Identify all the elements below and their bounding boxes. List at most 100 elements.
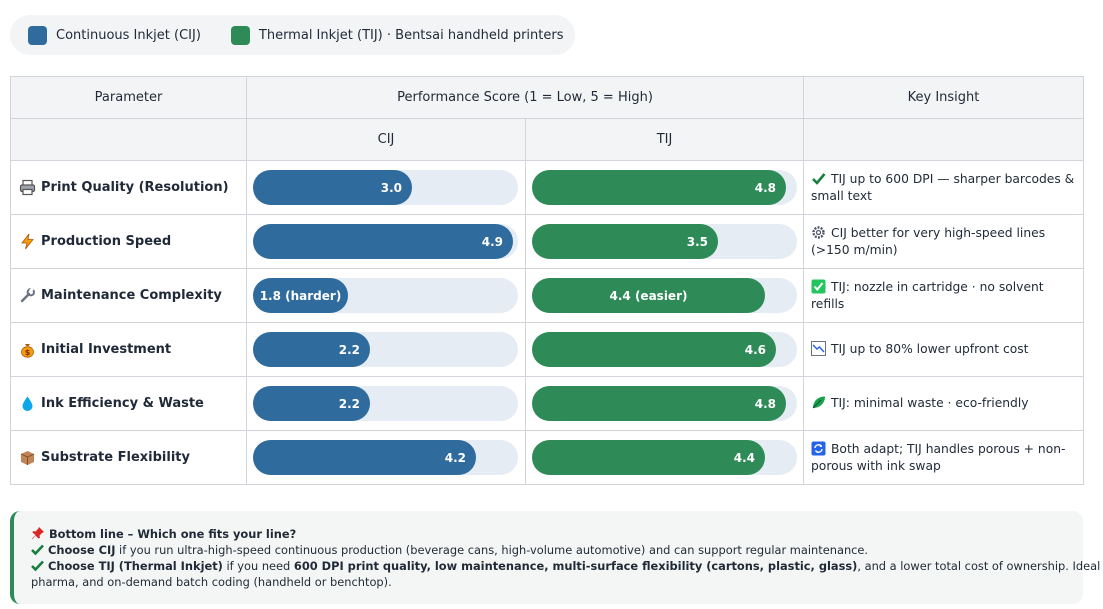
bottom-tij-text3: pharma, and on-demand batch coding (hand… (31, 575, 392, 589)
tij-score-label: 3.5 (686, 234, 708, 249)
cij-score-label: 2.2 (338, 396, 360, 411)
refresh-icon (811, 441, 826, 456)
insight-text: CIJ better for very high-speed lines (>1… (811, 225, 1046, 257)
cij-score-bar: 4.9 (253, 224, 513, 259)
bottom-tij-text1: if you need (222, 559, 294, 573)
table-row: Maintenance Complexity 1.8 (harder) 4.4 (e… (10, 268, 1084, 323)
cij-score-label: 3.0 (380, 180, 402, 195)
check-mark-icon (31, 560, 44, 571)
parameter-cell: Substrate Flexibility (10, 430, 247, 485)
table-row: $ Initial Investment 2.2 4.6 TIJ up to 80% l… (10, 322, 1084, 377)
cij-score-cell: 2.2 (246, 322, 526, 377)
parameter: Ink Efficiency & Waste (19, 395, 246, 412)
cij-score-track: 3.0 (253, 170, 518, 205)
tij-score-label: 4.8 (754, 396, 776, 411)
pushpin-icon (32, 527, 44, 539)
tij-score-track: 4.8 (532, 386, 797, 421)
tij-score-track: 4.4 (easier) (532, 278, 797, 313)
parameter-cell: Print Quality (Resolution) (10, 160, 247, 215)
header-cij: CIJ (246, 118, 526, 161)
parameter-label: Ink Efficiency & Waste (41, 396, 204, 411)
tij-score-label: 4.4 (easier) (609, 288, 688, 303)
tij-score-track: 4.4 (532, 440, 797, 475)
bottom-tij-text2: , and a lower total cost of ownership. I… (857, 559, 1103, 573)
cij-score-bar: 3.0 (253, 170, 412, 205)
cij-score-label: 1.8 (harder) (259, 288, 342, 303)
cij-score-cell: 3.0 (246, 160, 526, 215)
tij-score-bar: 4.8 (532, 170, 786, 205)
tij-score-bar: 4.8 (532, 386, 786, 421)
legend: Continuous Inkjet (CIJ) Thermal Inkjet (… (10, 15, 575, 55)
parameter-label: Print Quality (Resolution) (41, 180, 229, 195)
cij-score-track: 2.2 (253, 386, 518, 421)
parameter: Maintenance Complexity (19, 287, 246, 304)
header-parameter: Parameter (10, 76, 247, 119)
parameter-label: Initial Investment (41, 342, 172, 357)
legend-item-cij: Continuous Inkjet (CIJ) (28, 25, 201, 45)
bottom-cij-line: Choose CIJ if you run ultra-high-speed c… (31, 542, 1083, 558)
cij-score-bar: 4.2 (253, 440, 476, 475)
cij-score-bar: 2.2 (253, 386, 370, 421)
parameter-label: Maintenance Complexity (41, 288, 222, 303)
cij-score-label: 2.2 (338, 342, 360, 357)
insight-cell: TIJ: minimal waste · eco-friendly (803, 376, 1084, 431)
check-mark-icon (811, 171, 826, 186)
parameter-cell: Production Speed (10, 214, 247, 269)
tij-score-cell: 4.8 (525, 376, 804, 431)
tij-score-cell: 4.6 (525, 322, 804, 377)
bottom-tij-line: Choose TIJ (Thermal Inkjet) if you need … (31, 558, 1103, 574)
insight-text: TIJ up to 600 DPI — sharper barcodes & s… (811, 171, 1075, 203)
tij-score-bar: 3.5 (532, 224, 718, 259)
table-row: Print Quality (Resolution) 3.0 4.8 TIJ up t… (10, 160, 1084, 215)
bottom-cij-bold: Choose CIJ (48, 543, 116, 557)
bottom-heading-line: Bottom line – Which one fits your line? (31, 526, 1083, 542)
table-row: Production Speed 4.9 3.5 CIJ better for ver… (10, 214, 1084, 269)
cij-score-bar: 1.8 (harder) (253, 278, 348, 313)
lightning-icon (19, 233, 36, 250)
bottom-tij-bold2: 600 DPI print quality, low maintenance, … (293, 559, 858, 573)
insight-cell: TIJ up to 80% lower upfront cost (803, 322, 1084, 377)
legend-label-cij: Continuous Inkjet (CIJ) (56, 27, 201, 43)
check-mark-icon (31, 544, 44, 555)
money-bag-icon: $ (19, 341, 36, 358)
tij-score-label: 4.6 (744, 342, 766, 357)
legend-label-tij: Thermal Inkjet (TIJ) · Bentsai handheld … (258, 27, 564, 43)
insight-cell: TIJ: nozzle in cartridge · no solvent re… (803, 268, 1084, 323)
cij-score-label: 4.9 (481, 234, 503, 249)
parameter: Print Quality (Resolution) (19, 179, 246, 196)
bottom-heading: Bottom line – Which one fits your line? (49, 527, 297, 541)
parameter-label: Substrate Flexibility (41, 450, 190, 465)
leaf-icon (811, 395, 826, 410)
cij-score-track: 2.2 (253, 332, 518, 367)
cij-score-label: 4.2 (444, 450, 466, 465)
cij-score-cell: 4.9 (246, 214, 526, 269)
insight-cell: Both adapt; TIJ handles porous + non-por… (803, 430, 1084, 485)
legend-item-tij: Thermal Inkjet (TIJ) · Bentsai handheld … (230, 25, 564, 45)
parameter: Substrate Flexibility (19, 449, 246, 466)
bottom-tij-bold: Choose TIJ (Thermal Inkjet) (48, 559, 223, 573)
header-empty-insight (803, 118, 1084, 161)
tij-score-bar: 4.6 (532, 332, 776, 367)
tij-score-label: 4.8 (754, 180, 776, 195)
parameter: $ Initial Investment (19, 341, 246, 358)
parameter-cell: Maintenance Complexity (10, 268, 247, 323)
insight-cell: TIJ up to 600 DPI — sharper barcodes & s… (803, 160, 1084, 215)
tij-score-bar: 4.4 (532, 440, 765, 475)
insight-text: Both adapt; TIJ handles porous + non-por… (811, 441, 1066, 473)
header-insight: Key Insight (803, 76, 1084, 119)
wrench-icon (19, 287, 36, 304)
insight-cell: CIJ better for very high-speed lines (>1… (803, 214, 1084, 269)
legend-swatch-cij (28, 25, 47, 45)
tij-score-track: 4.6 (532, 332, 797, 367)
parameter: Production Speed (19, 233, 246, 250)
legend-swatch-tij (230, 25, 250, 45)
droplet-icon (19, 395, 36, 412)
cij-score-cell: 2.2 (246, 376, 526, 431)
gear-icon (811, 225, 826, 240)
check-box-icon (811, 279, 826, 294)
cij-score-cell: 4.2 (246, 430, 526, 485)
svg-text:$: $ (25, 348, 31, 357)
parameter-label: Production Speed (41, 234, 172, 249)
parameter-cell: Ink Efficiency & Waste (10, 376, 247, 431)
chart-down-icon (811, 341, 826, 356)
